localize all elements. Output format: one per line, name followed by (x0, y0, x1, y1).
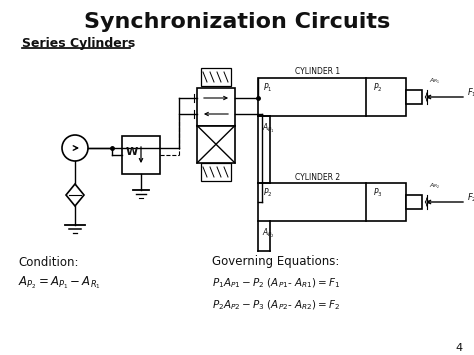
Text: $A_{P_2}$: $A_{P_2}$ (262, 226, 275, 240)
Text: 4: 4 (455, 343, 462, 353)
Text: $A_{P_1}$: $A_{P_1}$ (262, 121, 275, 135)
Bar (197, 126, 235, 163)
Text: Governing Equations:: Governing Equations: (212, 256, 339, 268)
Text: CYLINDER 1: CYLINDER 1 (295, 67, 340, 76)
Text: $P_1A_{P1} - P_2\ (A_{P1}{\text{-}}\ A_{R1}) = F_1$: $P_1A_{P1} - P_2\ (A_{P1}{\text{-}}\ A_{… (212, 276, 340, 290)
Text: $P_2$: $P_2$ (263, 187, 273, 199)
Bar (197, 88, 235, 126)
Bar (122, 136, 160, 174)
Bar (201, 68, 231, 86)
Bar (258, 183, 406, 221)
Text: $A_{R_1}$: $A_{R_1}$ (429, 76, 440, 86)
Text: $P_2$: $P_2$ (373, 82, 383, 94)
Text: CYLINDER 2: CYLINDER 2 (295, 173, 340, 181)
Text: $P_2A_{P2} - P_3\ (A_{P2}{\text{-}}\ A_{R2}) = F_2$: $P_2A_{P2} - P_3\ (A_{P2}{\text{-}}\ A_{… (212, 298, 340, 312)
Bar (406, 90, 422, 104)
Text: $A_{R_2}$: $A_{R_2}$ (429, 181, 440, 191)
Text: Synchronization Circuits: Synchronization Circuits (84, 12, 390, 32)
Text: $F_1$: $F_1$ (467, 87, 474, 99)
Bar (258, 78, 406, 116)
Text: $P_1$: $P_1$ (263, 82, 273, 94)
Text: $A_{P_{2}}=A_{P_{1}} - A_{R_{1}}$: $A_{P_{2}}=A_{P_{1}} - A_{R_{1}}$ (18, 275, 101, 291)
Text: Series Cylinders: Series Cylinders (22, 37, 135, 49)
Bar (406, 195, 422, 209)
Text: $P_3$: $P_3$ (373, 187, 383, 199)
Text: Condition:: Condition: (18, 256, 79, 268)
Bar (201, 163, 231, 181)
Text: $F_2$: $F_2$ (467, 192, 474, 204)
Text: W: W (126, 147, 138, 157)
